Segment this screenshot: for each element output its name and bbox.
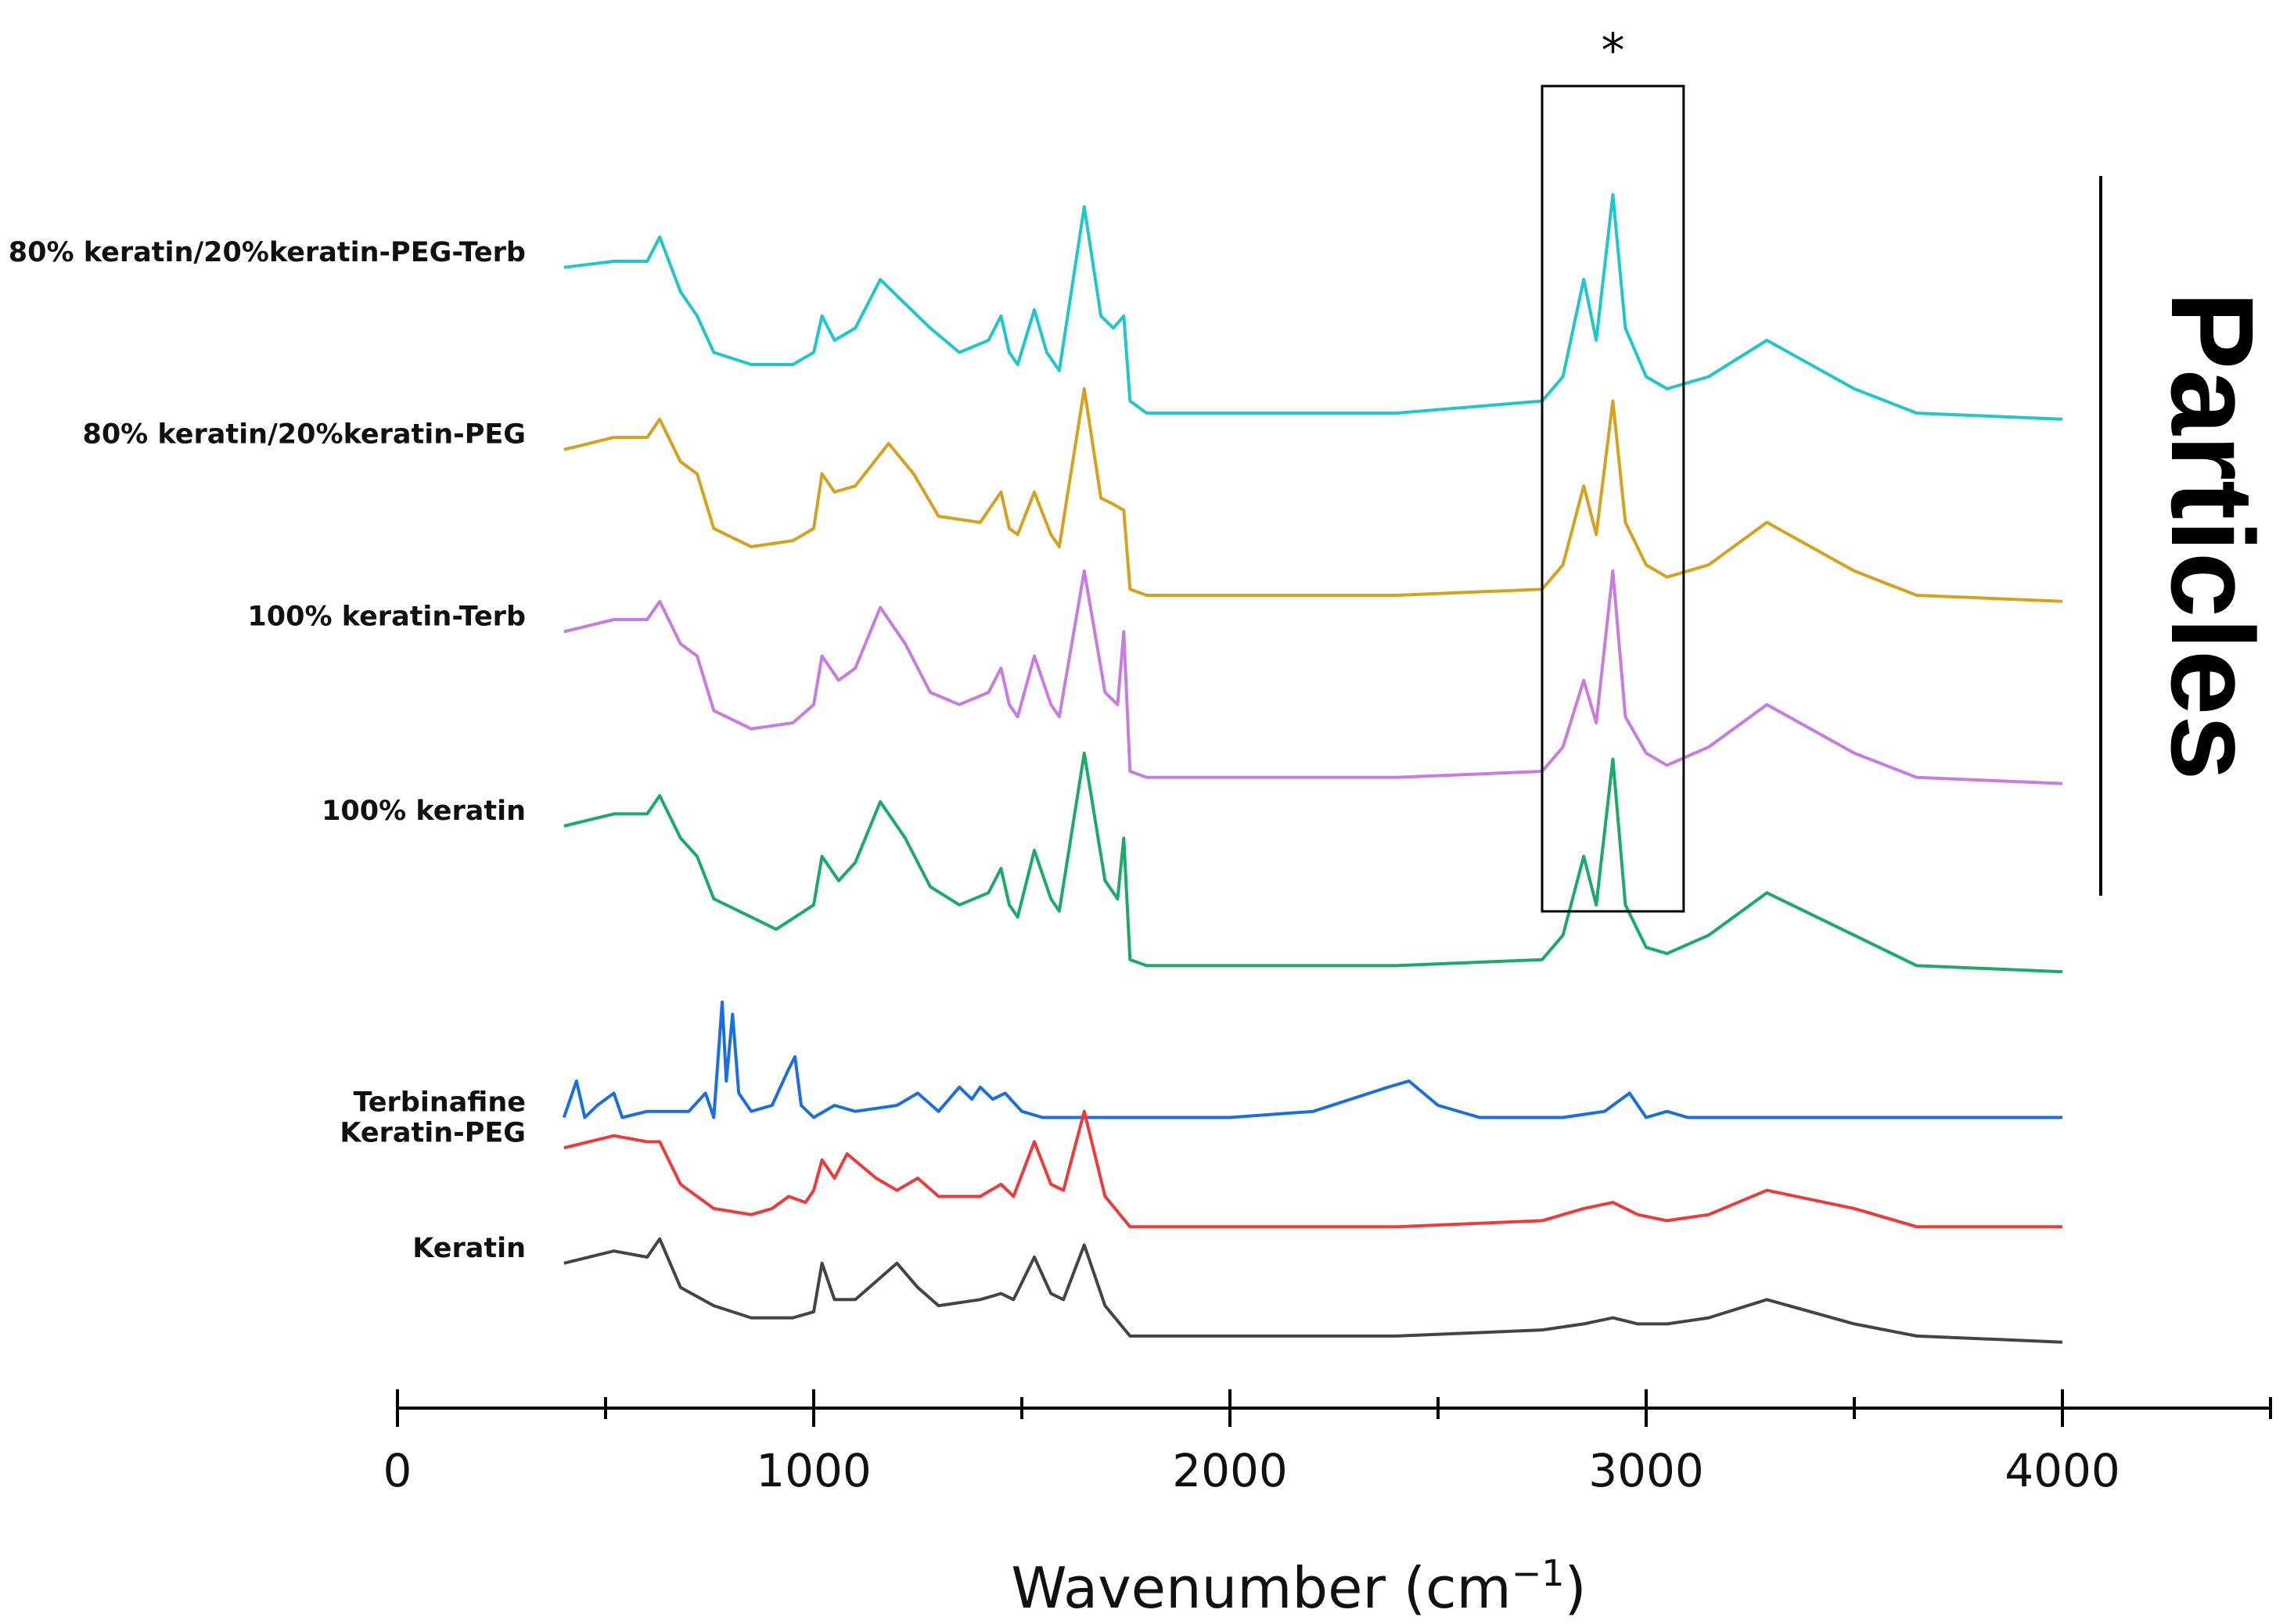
highlight-marker-asterisk: * bbox=[1601, 23, 1624, 78]
particles-group-label: Particles bbox=[2147, 291, 2278, 780]
x-tick-label: 3000 bbox=[1588, 1444, 1704, 1497]
series-line-1 bbox=[563, 387, 2063, 603]
series-line-6 bbox=[563, 1237, 2063, 1344]
x-tick-label: 4000 bbox=[2005, 1444, 2120, 1497]
series-line-3 bbox=[563, 751, 2063, 974]
highlight-region-box bbox=[1541, 84, 1685, 913]
series-line-2 bbox=[563, 569, 2063, 785]
series-label-1: 80% keratin/20%keratin-PEG bbox=[82, 419, 526, 451]
series-label-6: Keratin bbox=[412, 1233, 526, 1264]
x-tick-label: 2000 bbox=[1172, 1444, 1288, 1497]
series-line-0 bbox=[563, 192, 2063, 421]
x-axis-ticks: 0 1000 2000 3000 4000 bbox=[383, 1389, 2272, 1497]
series-label-4: Terbinafine bbox=[354, 1087, 526, 1118]
series-line-5 bbox=[563, 1109, 2062, 1229]
series-label-5: Keratin-PEG bbox=[340, 1117, 526, 1148]
series-label-0: 80% keratin/20%keratin-PEG-Terb bbox=[9, 237, 526, 268]
x-axis-title: Wavenumber (cm−1) bbox=[1011, 1552, 1586, 1621]
series-layer bbox=[562, 192, 2063, 1344]
x-tick-label: 0 bbox=[383, 1444, 412, 1497]
series-label-3: 100% keratin bbox=[322, 796, 526, 827]
series-labels: 80% keratin/20%keratin-PEG-Terb 80% kerat… bbox=[9, 237, 526, 1264]
x-tick-label: 1000 bbox=[756, 1444, 872, 1497]
series-label-2: 100% keratin-Terb bbox=[247, 602, 526, 633]
series-line-4 bbox=[562, 1001, 2062, 1119]
